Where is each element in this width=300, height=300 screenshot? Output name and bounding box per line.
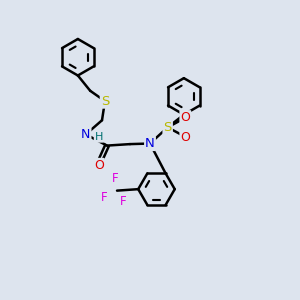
Text: F: F: [100, 190, 107, 204]
Text: N: N: [145, 137, 155, 150]
Text: S: S: [101, 94, 109, 108]
Text: F: F: [112, 172, 119, 185]
Text: N: N: [81, 128, 91, 141]
Text: H: H: [94, 132, 103, 142]
Text: O: O: [180, 130, 190, 143]
Text: O: O: [180, 111, 190, 124]
Text: O: O: [94, 159, 104, 172]
Text: S: S: [164, 121, 172, 134]
Text: F: F: [120, 195, 127, 208]
